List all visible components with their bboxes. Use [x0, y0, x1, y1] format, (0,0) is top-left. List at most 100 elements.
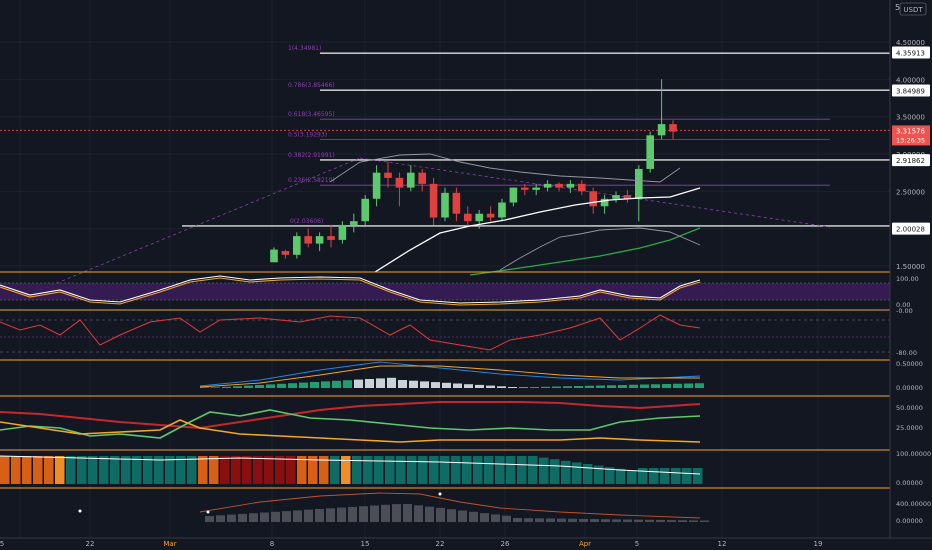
macd-bar — [574, 386, 583, 388]
volume-ratio-bar — [561, 460, 571, 484]
volume-ratio-bar — [572, 462, 582, 484]
price-tick: 3.50000 — [896, 114, 925, 122]
hist2-bar — [216, 515, 225, 522]
candle-body — [578, 183, 586, 192]
macd-bar — [486, 385, 495, 388]
time-label: 5 — [0, 540, 4, 548]
hist2-bar — [689, 520, 698, 522]
macd-bar — [662, 384, 671, 388]
volume-ratio-bar — [418, 456, 428, 484]
macd-bar — [343, 380, 352, 388]
macd-bar — [541, 386, 550, 388]
volume-ratio-bar — [671, 468, 681, 484]
bollinger-upper — [329, 153, 681, 183]
candle-body — [384, 172, 392, 178]
moving-average-white — [374, 187, 701, 273]
hist2-bar — [524, 518, 533, 522]
candle-body — [293, 236, 301, 255]
candle-body — [532, 187, 540, 190]
pane-tick: -80.00 — [896, 349, 917, 357]
hist2-bar — [491, 514, 500, 522]
macd-bar — [453, 383, 462, 388]
volume-ratio-bar — [132, 456, 142, 484]
macd-bar — [552, 386, 561, 388]
candle-body — [304, 236, 312, 244]
pane-tick: 400.00000 — [896, 500, 931, 508]
trendline-up — [39, 157, 361, 291]
macd-bar — [409, 380, 418, 388]
hist2-bar — [227, 514, 236, 522]
hist2-bar — [601, 519, 610, 522]
candle-body — [464, 213, 472, 222]
hist2-bar — [359, 506, 368, 522]
pane-tick: 0.00000 — [896, 517, 923, 525]
price-badge — [892, 222, 930, 235]
volume-ratio-bar — [165, 456, 175, 484]
macd-bar — [563, 386, 572, 388]
williams-line — [0, 314, 701, 351]
price-badge — [892, 154, 930, 167]
volume-ratio-bar — [341, 456, 351, 484]
hist2-bar — [260, 512, 269, 522]
macd-bar — [310, 382, 319, 388]
pane-tick: 0.00000 — [896, 384, 923, 392]
volume-ratio-bar — [528, 456, 538, 484]
volume-ratio-bar — [242, 456, 252, 484]
hist2-bar — [304, 509, 313, 522]
candle-body — [395, 177, 404, 188]
macd-bar — [695, 383, 704, 388]
hist2-bar — [205, 516, 214, 522]
hist2-bar — [667, 520, 676, 522]
price-axis[interactable]: 4.500004.000003.500003.000002.500002.000… — [889, 0, 931, 538]
pane-tick: 50.0000 — [896, 404, 923, 412]
time-axis[interactable]: 5 22 Mar 8 15 22 26 Apr 5 12 19 — [0, 537, 932, 548]
price-tick: 4.50000 — [896, 39, 925, 47]
hist2-bar — [469, 511, 478, 522]
candle-body — [509, 187, 518, 203]
volume-ratio-bar — [55, 456, 65, 484]
candle-body — [600, 198, 609, 207]
volume-ratio-bar — [451, 456, 461, 484]
macd-bar — [464, 384, 473, 388]
macd-bar — [387, 377, 396, 388]
price-badge-label: 2.91862 — [896, 157, 925, 165]
candle-body — [338, 224, 347, 240]
hist2-bar — [414, 505, 423, 522]
trendline-down — [359, 157, 831, 228]
hist2-bar — [326, 508, 335, 522]
fib-label: 0(2.03606) — [290, 218, 323, 225]
candle-body — [281, 251, 290, 255]
volume-ratio-bar — [11, 456, 21, 484]
time-label: Apr — [579, 540, 591, 548]
volume-ratio-bar — [660, 468, 670, 484]
candle-body — [612, 195, 620, 199]
candle-body — [407, 172, 415, 188]
hist2-bar — [579, 518, 588, 522]
macd-bar — [299, 382, 308, 388]
axis-top-label: 5 — [895, 3, 900, 12]
currency-badge[interactable]: USDT — [899, 2, 927, 16]
macd-bar — [222, 386, 231, 388]
hist2-bar — [546, 518, 555, 522]
volume-ratio-bar — [374, 456, 384, 484]
volume-ratio-bar — [209, 456, 219, 484]
candle-body — [372, 172, 381, 199]
hist2-bar — [315, 509, 324, 522]
main-price-pane[interactable]: 1(4.34981) 0.786(3.85466) 0.618(3.46595) 0.… — [0, 45, 890, 291]
time-label: Mar — [163, 540, 176, 548]
volume-ratio-bar — [594, 465, 604, 484]
hist2-bar — [634, 519, 643, 522]
candle-body — [327, 236, 335, 240]
candle-body — [452, 192, 461, 214]
candle-body — [486, 213, 495, 218]
macd-bar — [398, 380, 407, 388]
hist2-marker — [206, 510, 210, 514]
candle-body — [623, 195, 632, 199]
hist2-bar — [458, 510, 467, 522]
candle-body — [566, 183, 575, 188]
volume-ratio-bar — [693, 468, 703, 484]
macd-bar — [321, 381, 330, 388]
candle-body — [657, 124, 666, 136]
time-label: 8 — [270, 540, 274, 548]
